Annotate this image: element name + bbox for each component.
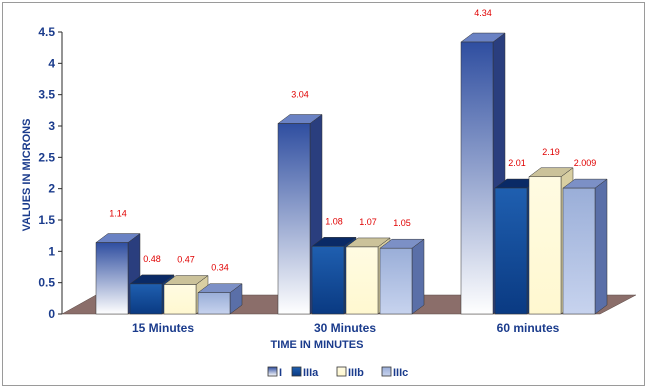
y-tick-label: 4.5 [38,25,55,39]
legend-item-iiic: IIIc [381,366,408,379]
legend-swatch [336,366,347,377]
legend-item-iiia: IIIa [291,366,319,379]
data-label: 0.34 [211,263,229,273]
x-category-label: 30 Minutes [314,321,376,335]
legend-label: IIIa [303,367,319,379]
legend-label: I [279,367,282,379]
y-tick-label: 2 [48,182,55,196]
legend-label: IIIb [348,367,364,379]
bar-i-3 [460,32,506,315]
data-label: 1.07 [359,217,377,227]
data-label: 2.009 [574,158,597,168]
legend-item-i: I [267,366,282,379]
y-tick-label: 0.5 [38,276,55,290]
y-tick-label: 1 [48,244,55,258]
legend-swatch [267,366,278,377]
data-label: 3.04 [291,89,309,99]
data-label: 0.48 [143,254,161,264]
data-label: 0.47 [177,255,195,265]
legend: I IIIa IIIb IIIc [267,366,408,379]
bar-i-1 [95,233,141,315]
legend-swatch [381,366,392,377]
x-category-label: 15 Minutes [132,321,194,335]
data-label: 2.19 [542,147,560,157]
y-axis-label: VALUES IN MICRONS [21,119,33,232]
bar-iiic-1 [197,283,243,315]
x-axis-label: TIME IN MINUTES [271,339,364,351]
y-tick-label: 0 [48,307,55,321]
legend-swatch [291,366,302,377]
y-tick-label: 2.5 [38,150,55,164]
data-label: 1.14 [109,209,127,219]
y-tick-label: 3 [48,119,55,133]
bar-iiic-2 [379,238,425,315]
data-label: 4.34 [474,8,492,18]
data-label: 1.08 [325,216,343,226]
data-label: 1.05 [393,218,411,228]
legend-item-iiib: IIIb [336,366,364,379]
y-tick-label: 4 [48,56,55,70]
y-tick-label: 3.5 [38,88,55,102]
y-tick-label: 1.5 [38,213,55,227]
legend-label: IIIc [393,367,408,379]
bar-iiic-3 [562,178,608,315]
data-label: 2.01 [508,158,526,168]
x-category-label: 60 minutes [497,321,560,335]
